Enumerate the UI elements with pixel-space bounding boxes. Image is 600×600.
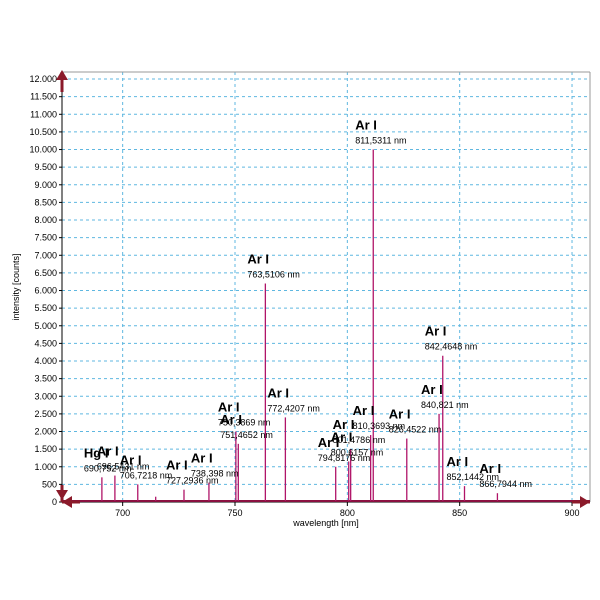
peak-label-title: Ar I bbox=[247, 251, 269, 266]
peak-label-title: Ar I bbox=[166, 458, 188, 473]
peak-label-wavelength: 690,752 nm bbox=[84, 463, 132, 473]
y-tick-label: 6.500 bbox=[34, 268, 57, 278]
y-tick-label: 10.000 bbox=[29, 145, 57, 155]
y-tick-label: 7.500 bbox=[34, 233, 57, 243]
peak-label-title: Ar I bbox=[333, 417, 355, 432]
x-axis-right-arrow-icon[interactable] bbox=[572, 496, 590, 508]
y-tick-label: 3.000 bbox=[34, 391, 57, 401]
y-tick-label: 3.500 bbox=[34, 374, 57, 384]
y-axis-title: intensity [counts] bbox=[11, 253, 21, 320]
y-tick-label: 6.000 bbox=[34, 286, 57, 296]
y-tick-label: 8.500 bbox=[34, 197, 57, 207]
peak-label-wavelength: 772,4207 nm bbox=[267, 403, 320, 413]
y-tick-label: 0 bbox=[52, 497, 57, 507]
y-tick-label: 500 bbox=[42, 479, 57, 489]
peak-label-wavelength: 826,4522 nm bbox=[389, 425, 442, 435]
peak-label-wavelength: 727,2936 nm bbox=[166, 476, 219, 486]
y-tick-label: 8.000 bbox=[34, 215, 57, 225]
peak-label-wavelength: 750,3869 nm bbox=[218, 418, 271, 428]
y-axis-bottom-arrow-icon[interactable] bbox=[56, 485, 68, 502]
x-axis-left-arrow-icon[interactable] bbox=[62, 496, 80, 508]
peak-label-title: Hg I bbox=[84, 445, 109, 460]
peak-label-wavelength: 763,5106 nm bbox=[247, 269, 300, 279]
y-tick-label: 1.000 bbox=[34, 462, 57, 472]
y-tick-label: 7.000 bbox=[34, 250, 57, 260]
peak-label-title: Ar I bbox=[389, 407, 411, 422]
peak-label-title: Ar I bbox=[355, 118, 377, 133]
peak-label-wavelength: 811,5311 nm bbox=[355, 136, 406, 146]
peak-label-title: Ar I bbox=[425, 324, 447, 339]
peak-label-title: Ar I bbox=[220, 412, 242, 427]
y-tick-label: 1.500 bbox=[34, 444, 57, 454]
peak-label-wavelength: 842,4648 nm bbox=[425, 342, 478, 352]
y-tick-label: 2.000 bbox=[34, 427, 57, 437]
y-tick-label: 4.000 bbox=[34, 356, 57, 366]
peak-label-wavelength: 800,6157 nm bbox=[331, 447, 384, 457]
peak-label-wavelength: 794,8176 nm bbox=[318, 453, 371, 463]
x-tick-label: 800 bbox=[340, 508, 355, 518]
peak-label-title: Ar I bbox=[318, 435, 340, 450]
peak-label-wavelength: 696,5431 nm bbox=[97, 462, 150, 472]
y-tick-label: 9.500 bbox=[34, 162, 57, 172]
y-tick-label: 2.500 bbox=[34, 409, 57, 419]
peak-label-wavelength: 840,821 nm bbox=[421, 400, 469, 410]
peak-label-wavelength: 852,1442 nm bbox=[447, 472, 500, 482]
y-tick-label: 9.000 bbox=[34, 180, 57, 190]
peak-label-wavelength: 751,4652 nm bbox=[220, 430, 273, 440]
peak-label-title: Ar I bbox=[97, 444, 119, 459]
peak-label-title: Ar I bbox=[331, 429, 353, 444]
x-tick-label: 850 bbox=[452, 508, 467, 518]
y-tick-label: 12.000 bbox=[29, 74, 57, 84]
peak-label-title: Ar I bbox=[191, 451, 213, 466]
y-tick-label: 11.500 bbox=[30, 92, 57, 102]
x-tick-label: 900 bbox=[565, 508, 580, 518]
peak-label-wavelength: 810,3693 nm bbox=[353, 421, 406, 431]
x-tick-label: 700 bbox=[115, 508, 130, 518]
peak-label-title: Ar I bbox=[353, 403, 375, 418]
peak-label-title: Ar I bbox=[479, 461, 501, 476]
x-tick-label: 750 bbox=[227, 508, 242, 518]
y-tick-label: 10.500 bbox=[29, 127, 57, 137]
peak-label-title: Ar I bbox=[447, 454, 469, 469]
x-axis-title: wavelength [nm] bbox=[292, 518, 359, 528]
spectrum-layer bbox=[62, 149, 590, 502]
y-axis-top-arrow-icon[interactable] bbox=[56, 70, 68, 92]
y-tick-label: 5.500 bbox=[34, 303, 57, 313]
y-tick-label: 11.000 bbox=[30, 109, 57, 119]
peak-label-wavelength: 801,4786 nm bbox=[333, 435, 386, 445]
tick-layer: 0 500 1.000 1.500 2.000 2.500 3.000 3.500 4.000 4… bbox=[29, 74, 579, 518]
y-tick-label: 4.500 bbox=[34, 338, 57, 348]
peak-label-title: Ar I bbox=[267, 385, 289, 400]
peak-label-wavelength: 706,7218 nm bbox=[120, 470, 173, 480]
peak-label-title: Ar I bbox=[421, 382, 443, 397]
peak-label-wavelength: 866,7944 nm bbox=[479, 479, 532, 489]
peak-label-title: Ar I bbox=[218, 400, 240, 415]
y-tick-label: 5.000 bbox=[34, 321, 57, 331]
peak-label-wavelength: 738,398 nm bbox=[191, 469, 239, 479]
grid-layer bbox=[62, 72, 590, 502]
peak-label-title: Ar I bbox=[120, 452, 142, 467]
